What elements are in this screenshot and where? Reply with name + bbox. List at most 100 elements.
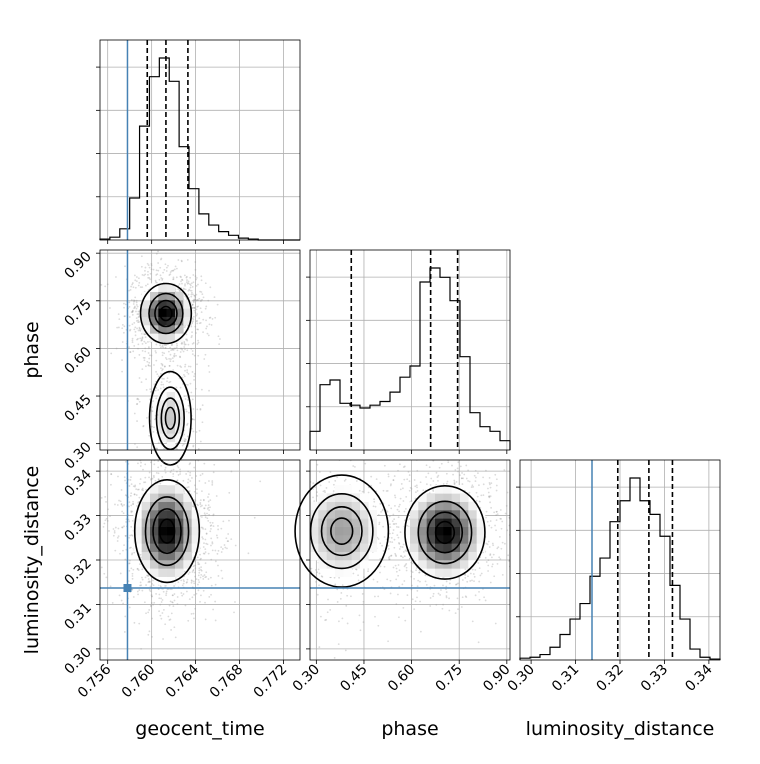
scatter-point	[205, 319, 207, 322]
density-cell	[335, 535, 344, 544]
scatter-point	[130, 285, 133, 288]
scatter-point	[200, 291, 203, 293]
density-cell	[426, 526, 436, 536]
scatter-point	[395, 567, 398, 570]
scatter-point	[114, 526, 117, 529]
scatter-point	[117, 475, 119, 478]
scatter-point	[369, 448, 371, 450]
scatter-point	[416, 596, 418, 599]
density-cell	[166, 408, 176, 417]
scatter-point	[131, 588, 134, 591]
scatter-point	[379, 571, 381, 574]
scatter-point	[195, 293, 198, 296]
scatter-point	[465, 477, 468, 480]
scatter-point	[389, 484, 392, 487]
scatter-point	[116, 536, 119, 539]
scatter-point	[196, 328, 199, 331]
scatter-point	[340, 592, 343, 594]
scatter-point	[214, 619, 217, 622]
scatter-point	[144, 576, 147, 579]
scatter-point	[145, 378, 148, 381]
scatter-point	[305, 526, 307, 528]
scatter-point	[183, 570, 186, 573]
scatter-point	[144, 273, 147, 276]
scatter-point	[234, 601, 236, 603]
density-cell	[335, 543, 344, 552]
scatter-point	[517, 507, 519, 509]
density-cell	[166, 526, 176, 536]
scatter-point	[453, 482, 456, 485]
scatter-point	[133, 621, 136, 624]
scatter-point	[118, 318, 121, 321]
scatter-point	[390, 537, 393, 539]
scatter-point	[185, 408, 187, 411]
scatter-point	[194, 498, 197, 501]
scatter-point	[505, 504, 508, 507]
scatter-point	[117, 527, 120, 530]
scatter-point	[201, 536, 204, 539]
scatter-point	[136, 568, 139, 570]
y-tick-label-phase: 0.30	[61, 439, 94, 472]
scatter-point	[166, 588, 169, 591]
scatter-point	[397, 564, 400, 566]
scatter-point	[130, 510, 133, 513]
scatter-point	[152, 430, 155, 433]
scatter-point	[147, 352, 150, 354]
scatter-point	[485, 542, 488, 545]
scatter-point	[173, 593, 176, 595]
scatter-point	[477, 641, 480, 644]
scatter-point	[214, 452, 216, 454]
scatter-point	[217, 335, 220, 338]
scatter-point	[405, 550, 408, 553]
scatter-point	[407, 470, 410, 473]
scatter-point	[492, 553, 495, 556]
density-cell	[175, 300, 184, 309]
density-cell	[166, 501, 176, 511]
scatter-point	[424, 574, 427, 577]
scatter-point	[389, 526, 392, 529]
scatter-point	[189, 365, 192, 368]
scatter-point	[318, 584, 320, 587]
scatter-point	[227, 540, 230, 543]
scatter-point	[489, 501, 491, 504]
density-cell	[175, 501, 184, 511]
scatter-point	[133, 307, 135, 310]
scatter-point	[137, 319, 140, 322]
scatter-point	[200, 275, 203, 278]
scatter-point	[301, 566, 303, 568]
scatter-point	[160, 383, 163, 386]
scatter-point	[183, 440, 186, 443]
scatter-point	[172, 594, 174, 597]
scatter-point	[106, 469, 109, 472]
scatter-point	[162, 386, 165, 389]
scatter-point	[418, 571, 421, 574]
scatter-point	[182, 479, 185, 482]
scatter-point	[472, 485, 475, 488]
density-cell	[435, 493, 444, 502]
scatter-point	[138, 622, 141, 625]
scatter-point	[402, 466, 405, 468]
scatter-point	[395, 603, 398, 606]
density-cell	[150, 325, 159, 334]
scatter-point	[316, 463, 319, 466]
scatter-point	[215, 495, 218, 497]
density-cell	[360, 543, 369, 552]
scatter-point	[164, 454, 166, 456]
scatter-point	[381, 508, 384, 511]
scatter-point	[201, 472, 204, 475]
scatter-point	[204, 504, 207, 507]
scatter-point	[176, 364, 179, 367]
scatter-point	[180, 260, 183, 263]
scatter-point	[469, 580, 472, 582]
scatter-point	[500, 527, 503, 530]
scatter-point	[143, 601, 146, 604]
scatter-point	[480, 494, 483, 497]
density-cell	[343, 526, 352, 536]
scatter-point	[419, 580, 421, 583]
scatter-point	[184, 284, 186, 287]
scatter-point	[393, 518, 396, 521]
density-cell	[335, 526, 344, 536]
scatter-point	[190, 295, 193, 298]
y-tick-label-luminosity-distance: 0.32	[61, 556, 94, 589]
scatter-point	[397, 616, 400, 619]
